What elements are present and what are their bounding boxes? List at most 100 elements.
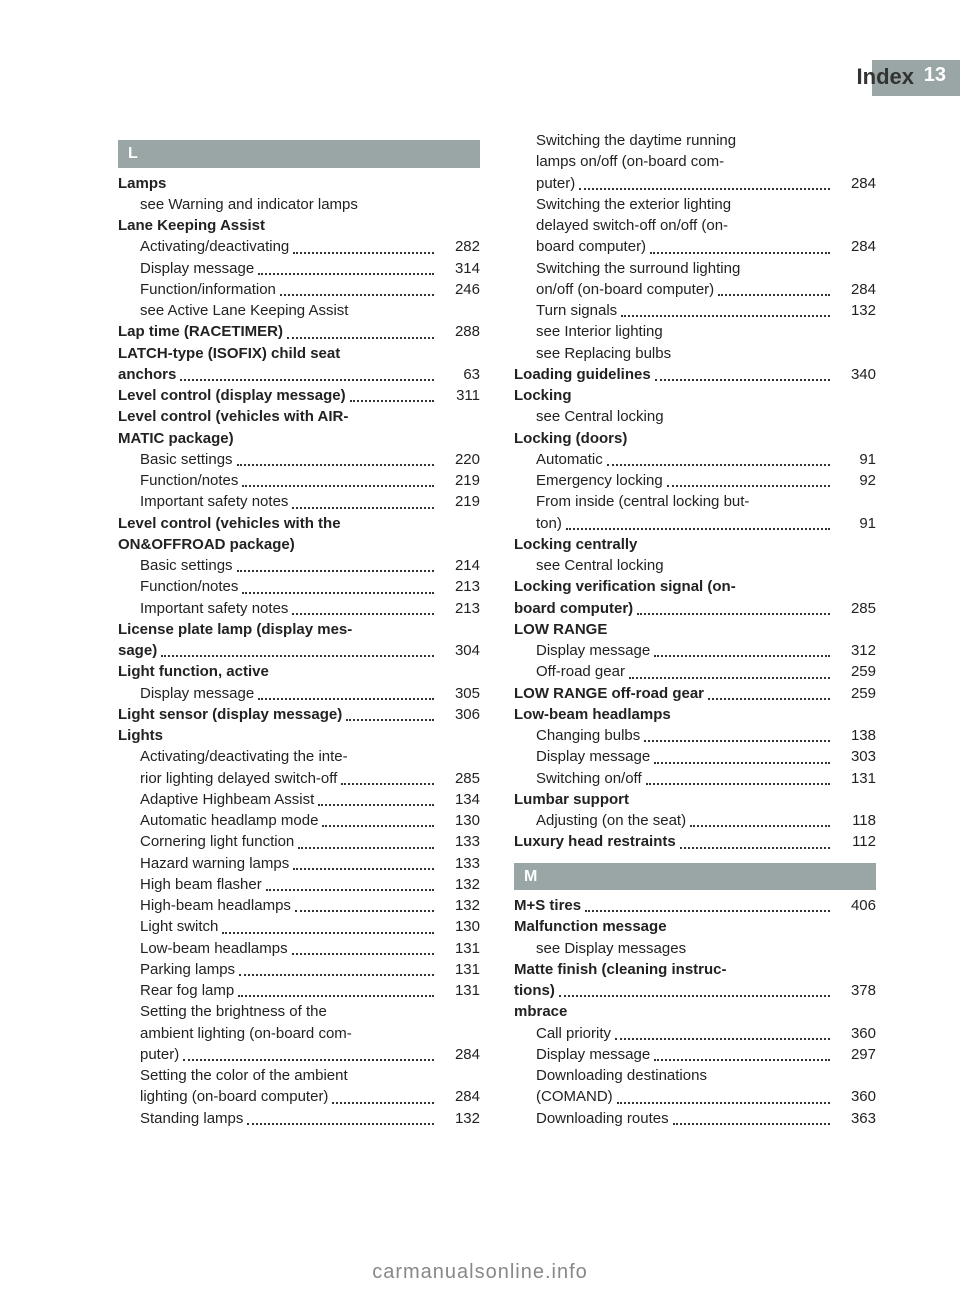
index-entry: Loading guidelines340	[514, 365, 876, 385]
index-label: ambient lighting (on-board com-	[140, 1024, 352, 1044]
leader-dots	[280, 294, 434, 296]
index-page-number: 214	[438, 556, 480, 576]
index-entry: Matte finish (cleaning instruc-	[514, 960, 876, 980]
index-subentry: see Replacing bulbs	[514, 344, 876, 364]
index-entry: Level control (vehicles with the	[118, 514, 480, 534]
index-entry: Lumbar support	[514, 790, 876, 810]
index-entry: Low-beam headlamps	[514, 705, 876, 725]
index-entry: Light sensor (display message)306	[118, 705, 480, 725]
leader-dots	[350, 400, 434, 402]
leader-dots	[646, 783, 830, 785]
index-page-number: 360	[834, 1087, 876, 1107]
index-page-number: 284	[438, 1045, 480, 1065]
index-label: Lumbar support	[514, 790, 629, 810]
index-entry: License plate lamp (display mes-	[118, 620, 480, 640]
leader-dots	[298, 847, 434, 849]
index-subentry: see Central locking	[514, 556, 876, 576]
index-label: Display message	[140, 259, 254, 279]
index-subentry: Low-beam headlamps 131	[118, 939, 480, 959]
index-entry: board computer)285	[514, 599, 876, 619]
index-page-number: 219	[438, 471, 480, 491]
index-page-number: 360	[834, 1024, 876, 1044]
index-page-number: 306	[438, 705, 480, 725]
leader-dots	[237, 570, 434, 572]
index-entry: MATIC package)	[118, 429, 480, 449]
index-label: see Central locking	[536, 556, 664, 576]
index-label: Switching the surround lighting	[536, 259, 740, 279]
leader-dots	[644, 740, 830, 742]
index-label: Parking lamps	[140, 960, 235, 980]
index-label: Automatic headlamp mode	[140, 811, 318, 831]
index-label: High-beam headlamps	[140, 896, 291, 916]
index-page-number: 363	[834, 1109, 876, 1129]
index-label: Level control (vehicles with AIR-	[118, 407, 348, 427]
index-label: Function/notes	[140, 577, 238, 597]
index-subentry: High-beam headlamps132	[118, 896, 480, 916]
index-subentry: Display message303	[514, 747, 876, 767]
index-label: Locking (doors)	[514, 429, 627, 449]
index-label: Display message	[536, 641, 650, 661]
index-subentry: Switching the surround lighting	[514, 259, 876, 279]
index-label: see Active Lane Keeping Assist	[140, 301, 348, 321]
index-page-number: 131	[834, 769, 876, 789]
index-label: Downloading routes	[536, 1109, 669, 1129]
leader-dots	[579, 188, 830, 190]
index-page-number: 284	[834, 174, 876, 194]
index-page-number: 305	[438, 684, 480, 704]
index-page-number: 91	[834, 514, 876, 534]
leader-dots	[673, 1123, 830, 1125]
index-entry: Lights	[118, 726, 480, 746]
index-letter-header: M	[514, 863, 876, 891]
index-label: Level control (display message)	[118, 386, 346, 406]
index-subentry: Display message 312	[514, 641, 876, 661]
index-subentry: Cornering light function133	[118, 832, 480, 852]
index-page-number: 406	[834, 896, 876, 916]
index-page-number: 213	[438, 599, 480, 619]
index-subentry: ton)91	[514, 514, 876, 534]
index-page-number: 213	[438, 577, 480, 597]
index-label: Activating/deactivating the inte-	[140, 747, 348, 767]
index-label: Standing lamps	[140, 1109, 243, 1129]
index-page-number: 246	[438, 280, 480, 300]
index-page-number: 314	[438, 259, 480, 279]
index-page-number: 131	[438, 939, 480, 959]
index-label: see Interior lighting	[536, 322, 663, 342]
index-subentry: (COMAND)360	[514, 1087, 876, 1107]
index-page-number: 138	[834, 726, 876, 746]
index-page-number: 312	[834, 641, 876, 661]
index-subentry: lamps on/off (on-board com-	[514, 152, 876, 172]
index-label: Automatic	[536, 450, 603, 470]
index-label: Switching on/off	[536, 769, 642, 789]
index-page-number: 130	[438, 917, 480, 937]
leader-dots	[655, 379, 830, 381]
index-subentry: Off-road gear259	[514, 662, 876, 682]
index-label: Luxury head restraints	[514, 832, 676, 852]
index-entry: Level control (vehicles with AIR-	[118, 407, 480, 427]
index-page-number: 311	[438, 386, 480, 406]
index-entry: Locking	[514, 386, 876, 406]
leader-dots	[566, 528, 830, 530]
index-label: Basic settings	[140, 556, 233, 576]
index-label: Lamps	[118, 174, 166, 194]
header-page-number: 13	[924, 64, 946, 87]
index-page-number: 112	[834, 832, 876, 852]
leader-dots	[607, 464, 830, 466]
header-title: Index	[857, 64, 914, 90]
index-subentry: Changing bulbs138	[514, 726, 876, 746]
leader-dots	[667, 485, 830, 487]
index-entry: Malfunction message	[514, 917, 876, 937]
index-label: on/off (on-board computer)	[536, 280, 714, 300]
index-label: High beam flasher	[140, 875, 262, 895]
index-label: delayed switch-off on/off (on-	[536, 216, 728, 236]
leader-dots	[718, 294, 830, 296]
index-label: Lane Keeping Assist	[118, 216, 265, 236]
index-page-number: 132	[438, 1109, 480, 1129]
index-subentry: Setting the color of the ambient	[118, 1066, 480, 1086]
index-label: MATIC package)	[118, 429, 234, 449]
leader-dots	[654, 1059, 830, 1061]
index-column-right: Switching the daytime runninglamps on/of…	[514, 130, 876, 1130]
index-label: Low-beam headlamps	[140, 939, 288, 959]
index-entry: Locking (doors)	[514, 429, 876, 449]
index-subentry: High beam flasher132	[118, 875, 480, 895]
index-entry: Locking verification signal (on-	[514, 577, 876, 597]
